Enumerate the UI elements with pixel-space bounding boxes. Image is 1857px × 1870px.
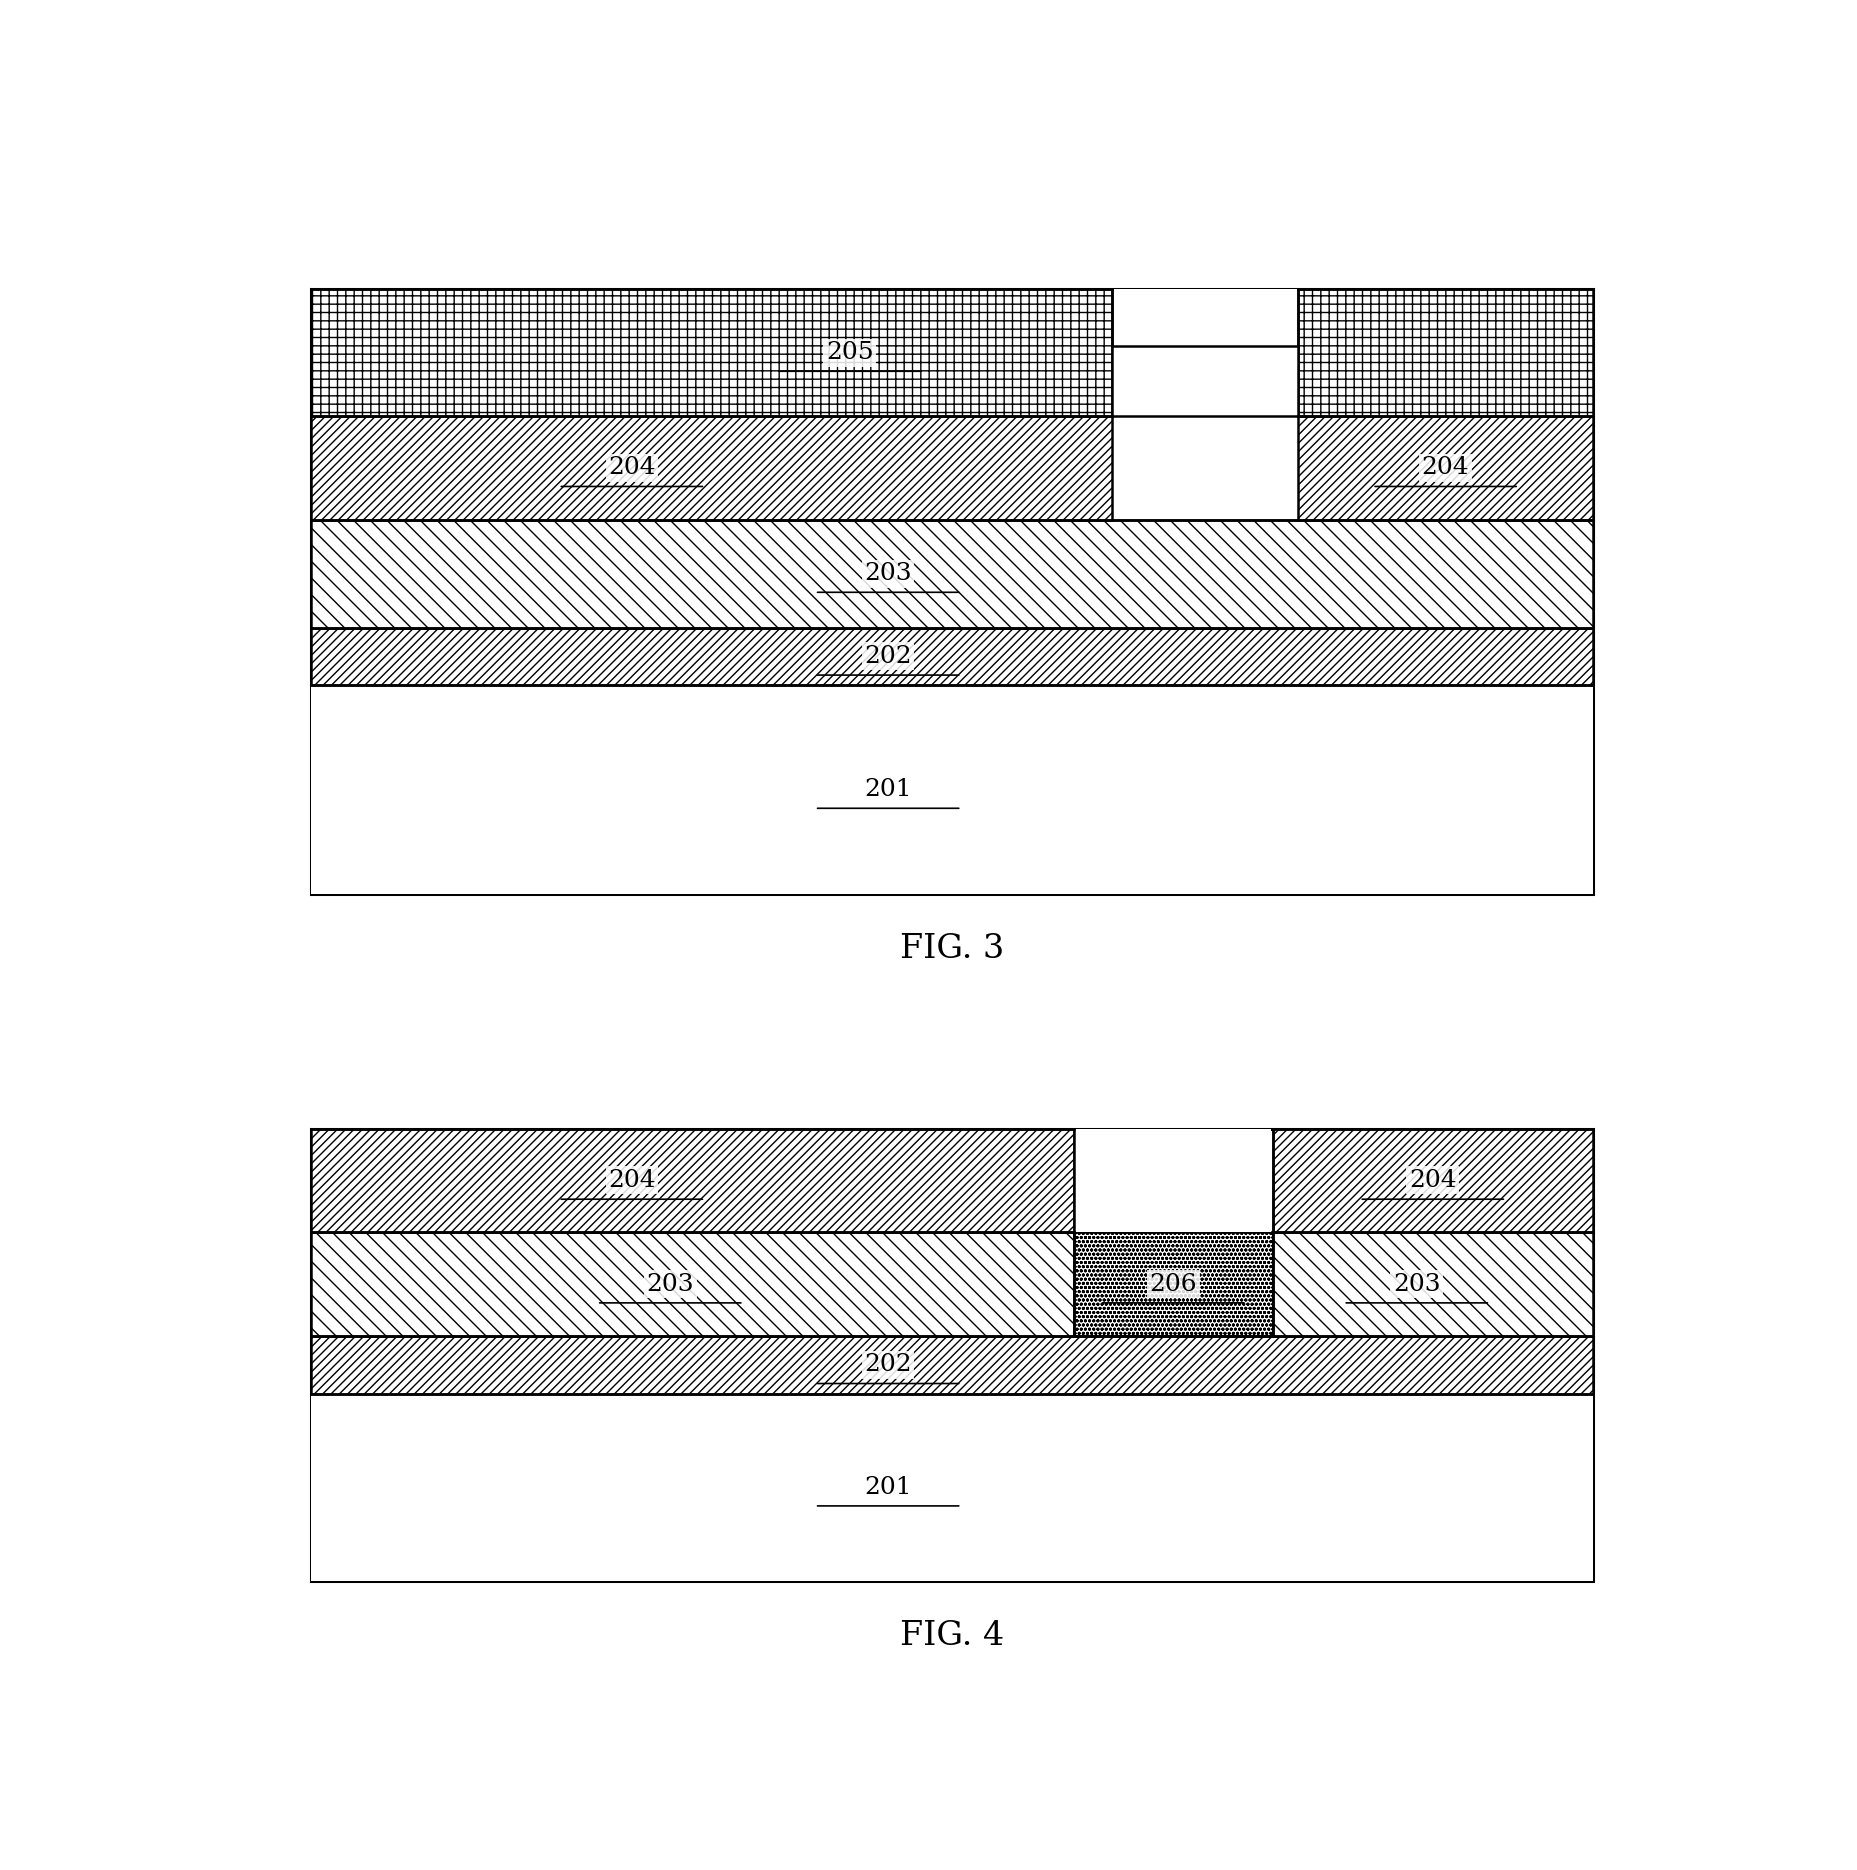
- Bar: [312, 1129, 1073, 1232]
- Text: 202: 202: [864, 645, 912, 668]
- Text: 206: 206: [1149, 1273, 1196, 1296]
- Bar: [312, 1393, 1591, 1580]
- Text: FIG. 4: FIG. 4: [899, 1619, 1005, 1651]
- Bar: [1272, 1232, 1591, 1335]
- Bar: [1075, 1129, 1270, 1232]
- Bar: [312, 1232, 1073, 1335]
- Text: 201: 201: [864, 1475, 912, 1498]
- Text: 205: 205: [826, 340, 873, 365]
- Bar: [312, 290, 1112, 415]
- Bar: [312, 1129, 1591, 1580]
- Bar: [312, 684, 1591, 894]
- Bar: [1112, 290, 1296, 346]
- Text: 204: 204: [607, 1169, 656, 1191]
- Text: 203: 203: [1393, 1273, 1439, 1296]
- Bar: [1112, 346, 1298, 415]
- Text: 204: 204: [607, 456, 656, 479]
- Text: FIG. 3: FIG. 3: [899, 933, 1005, 965]
- Bar: [312, 628, 1591, 684]
- Text: 202: 202: [864, 1354, 912, 1376]
- Bar: [312, 290, 1591, 894]
- Text: 204: 204: [1408, 1169, 1456, 1191]
- Text: 203: 203: [646, 1273, 695, 1296]
- Bar: [1073, 1232, 1272, 1335]
- Bar: [1298, 415, 1591, 520]
- Bar: [312, 520, 1591, 628]
- Bar: [312, 1335, 1591, 1393]
- Text: 201: 201: [864, 778, 912, 800]
- Text: 204: 204: [1421, 456, 1469, 479]
- Text: 203: 203: [864, 563, 912, 585]
- Bar: [1272, 1129, 1591, 1232]
- Bar: [312, 415, 1112, 520]
- Bar: [1298, 290, 1591, 415]
